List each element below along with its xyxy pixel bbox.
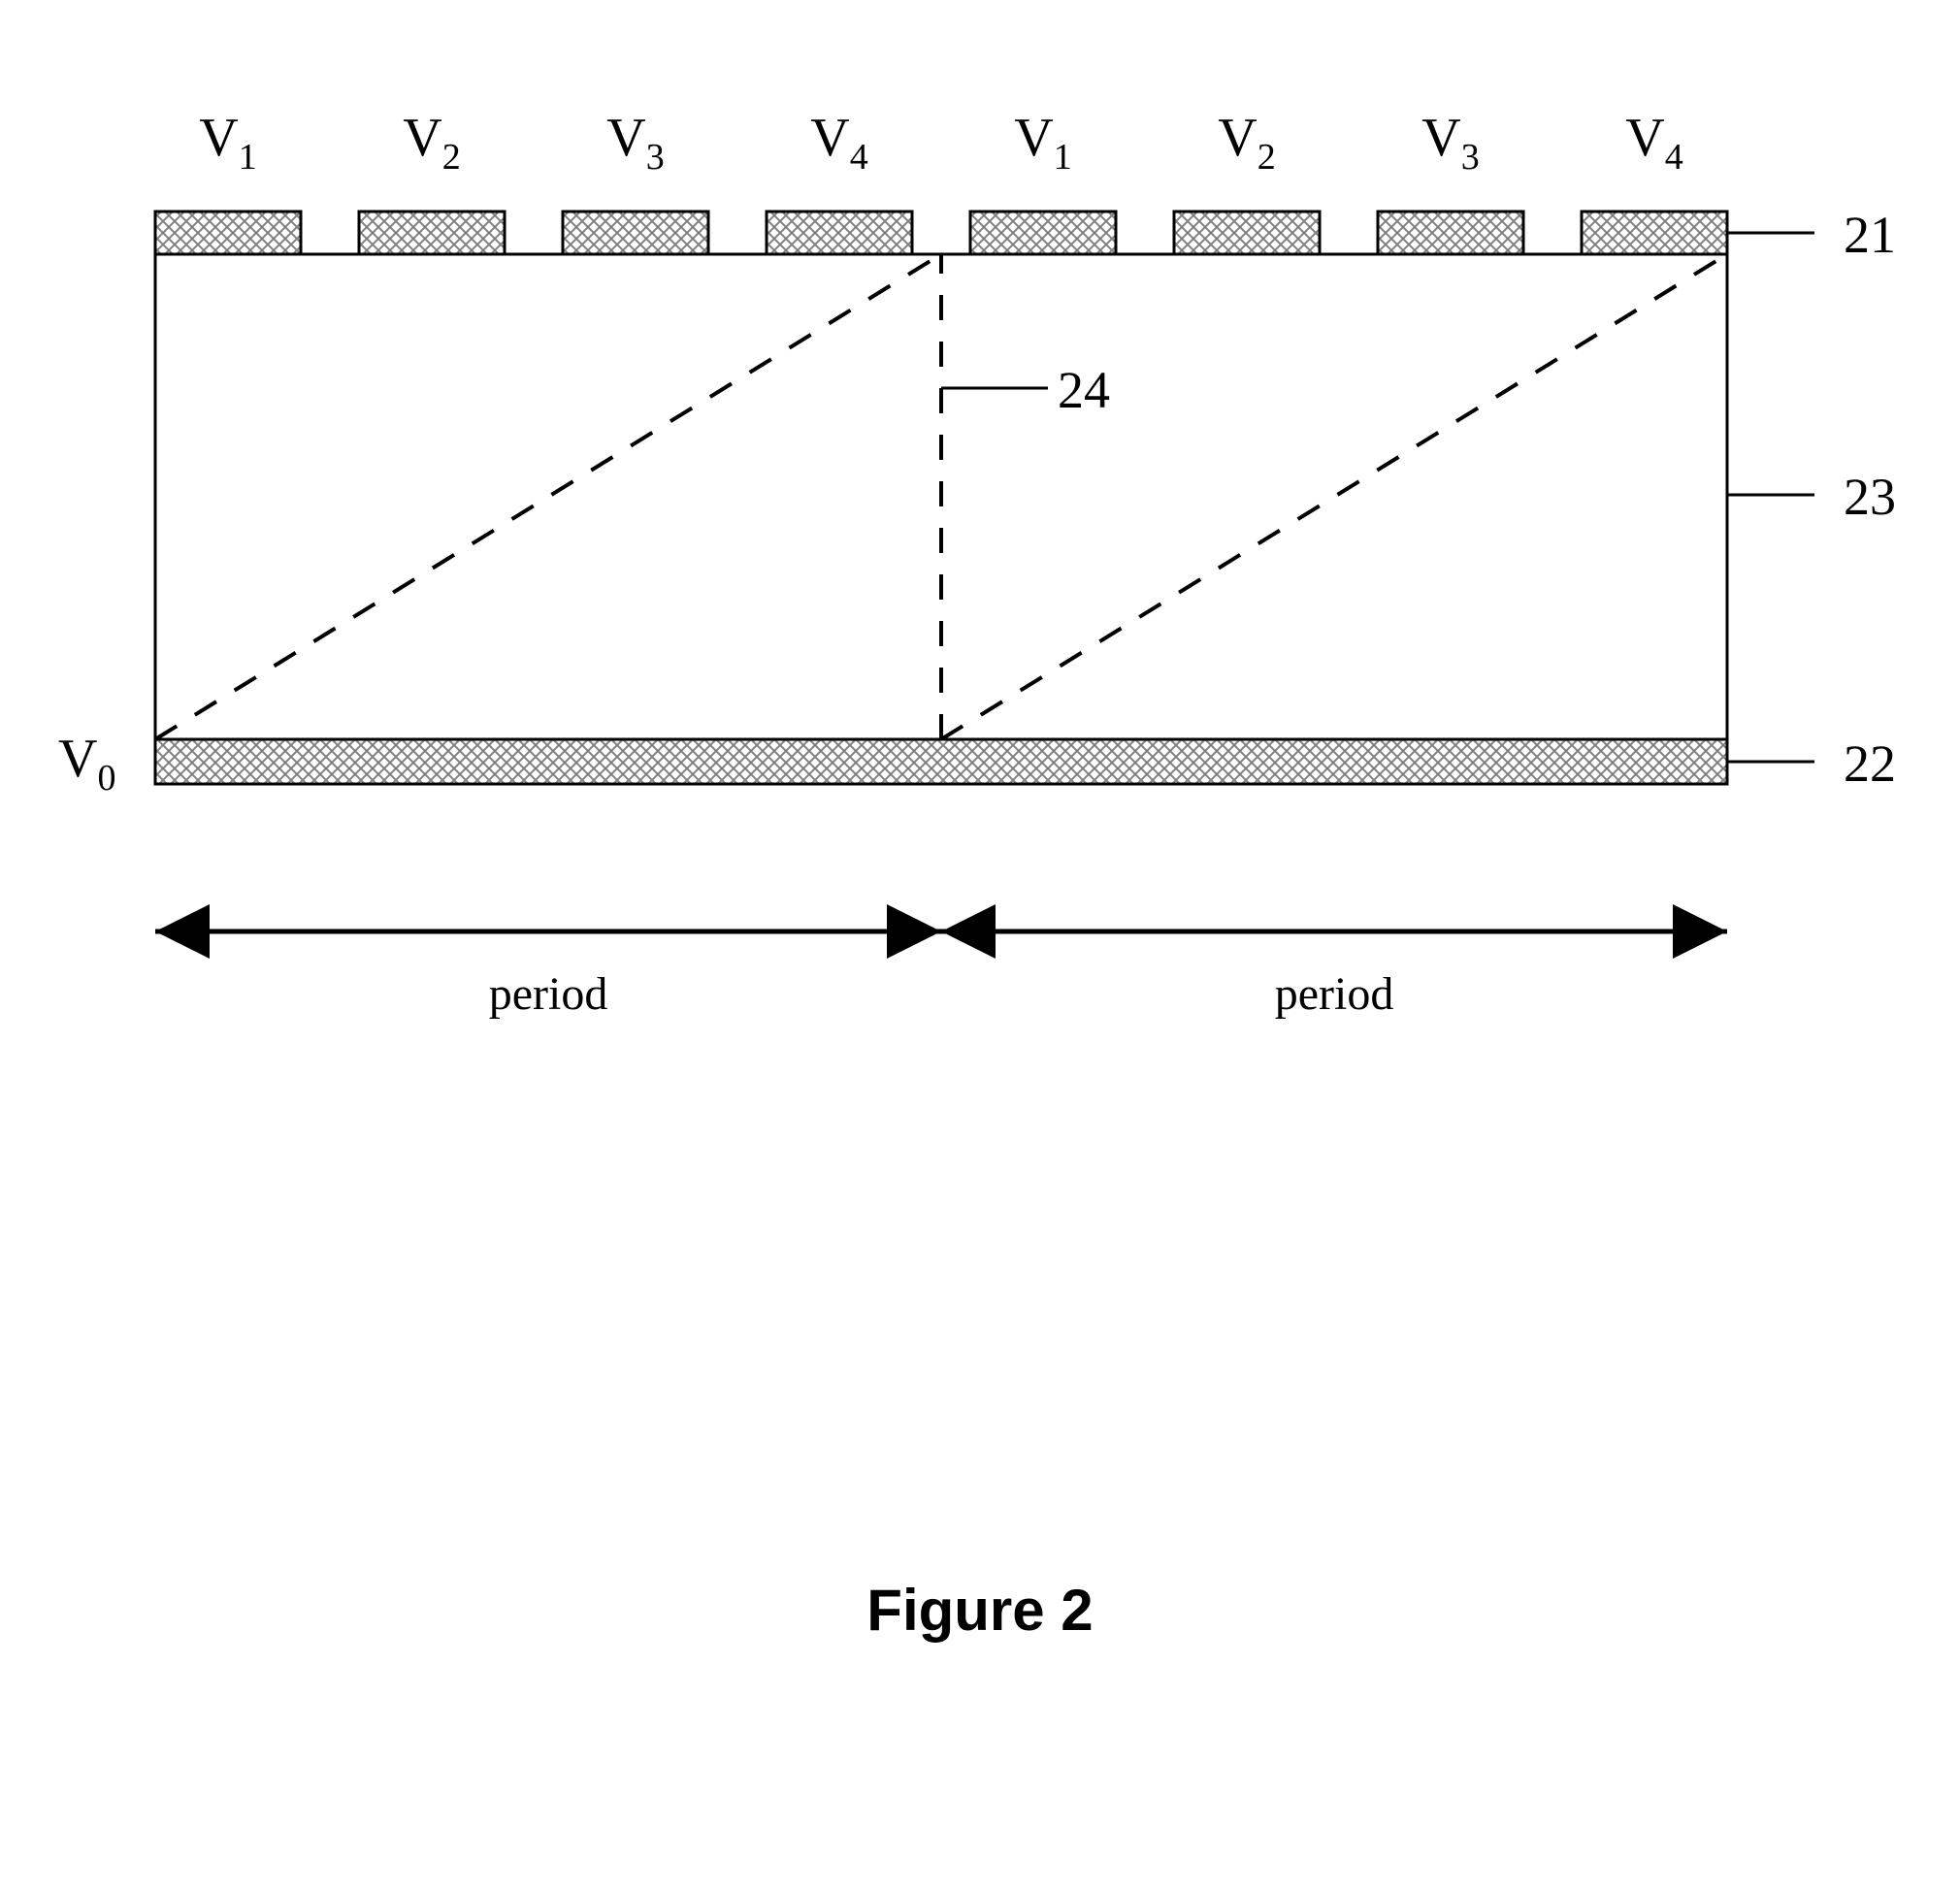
ref-24: 24 — [1058, 361, 1110, 419]
ref-22: 22 — [1844, 734, 1896, 793]
bottom-electrode — [155, 739, 1727, 784]
top-electrode-1 — [155, 212, 301, 254]
top-electrode-2 — [359, 212, 505, 254]
electrode-label-5: V1 — [1014, 108, 1071, 178]
svg-text:V3: V3 — [606, 108, 664, 178]
svg-text:V2: V2 — [1218, 108, 1275, 178]
electrode-label-4: V4 — [810, 108, 867, 178]
ref-23: 23 — [1844, 468, 1896, 526]
svg-text:V0: V0 — [58, 729, 115, 799]
svg-text:V1: V1 — [1014, 108, 1071, 178]
svg-text:V1: V1 — [199, 108, 256, 178]
top-electrode-5 — [970, 212, 1116, 254]
electrode-label-8: V4 — [1625, 108, 1682, 178]
top-electrode-3 — [563, 212, 708, 254]
top-electrode-6 — [1174, 212, 1320, 254]
electrode-label-6: V2 — [1218, 108, 1275, 178]
electrode-label-1: V1 — [199, 108, 256, 178]
v0-label: V0 — [58, 729, 115, 799]
electrode-label-3: V3 — [606, 108, 664, 178]
electrode-label-2: V2 — [403, 108, 460, 178]
top-electrode-7 — [1378, 212, 1523, 254]
svg-text:V4: V4 — [810, 108, 867, 178]
figure-caption: Figure 2 — [866, 1578, 1093, 1643]
period-label-1: period — [489, 968, 608, 1020]
svg-text:V2: V2 — [403, 108, 460, 178]
period-label-2: period — [1275, 968, 1394, 1020]
svg-text:V3: V3 — [1421, 108, 1479, 178]
ref-21: 21 — [1844, 206, 1896, 264]
top-electrode-4 — [767, 212, 912, 254]
electrode-label-7: V3 — [1421, 108, 1479, 178]
svg-text:V4: V4 — [1625, 108, 1682, 178]
top-electrode-8 — [1582, 212, 1727, 254]
